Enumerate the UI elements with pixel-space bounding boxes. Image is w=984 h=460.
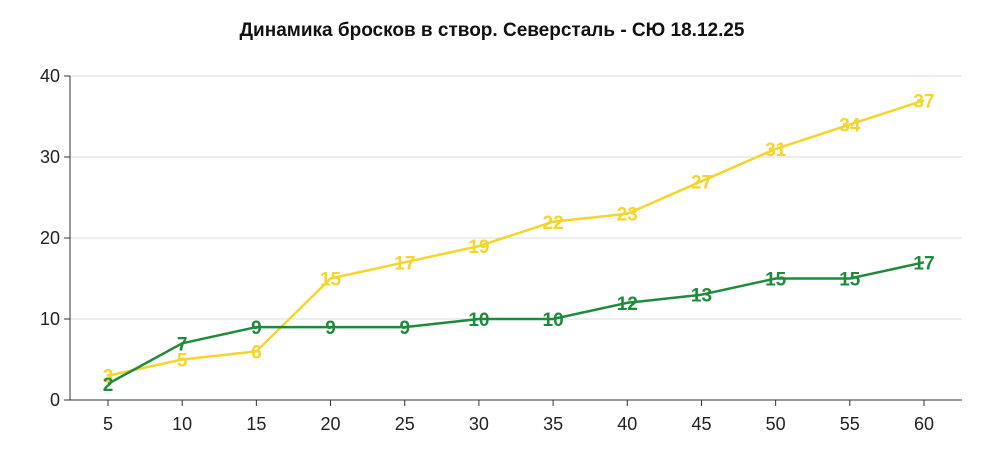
data-label-s1-11: 17 <box>913 253 934 274</box>
data-label-s1-4: 9 <box>399 318 410 339</box>
y-tick-label-4: 40 <box>40 66 60 86</box>
data-label-s1-8: 13 <box>691 286 712 307</box>
data-label-s0-9: 31 <box>765 140 787 161</box>
x-tick-label-2: 15 <box>246 414 266 434</box>
x-tick-label-9: 50 <box>766 414 786 434</box>
x-tick-label-8: 45 <box>691 414 711 434</box>
data-label-s1-5: 10 <box>468 310 489 331</box>
x-tick-label-0: 5 <box>103 414 113 434</box>
data-label-s1-0: 2 <box>103 375 114 396</box>
data-label-s1-1: 7 <box>177 334 188 355</box>
data-label-s0-0: 3 <box>103 367 114 388</box>
x-tick-label-7: 40 <box>617 414 637 434</box>
y-tick-label-3: 30 <box>40 147 60 167</box>
data-label-s1-10: 15 <box>839 270 861 291</box>
x-tick-label-6: 35 <box>543 414 563 434</box>
x-tick-label-3: 20 <box>321 414 341 434</box>
data-label-s0-11: 37 <box>913 91 934 112</box>
data-label-s0-5: 19 <box>468 237 489 258</box>
data-label-s1-6: 10 <box>543 310 564 331</box>
data-label-s0-4: 17 <box>394 253 415 274</box>
series-line-0 <box>107 99 925 377</box>
y-tick-label-0: 0 <box>50 390 60 410</box>
series-line-1 <box>107 261 925 385</box>
data-label-s0-1: 5 <box>177 351 188 372</box>
x-tick-label-11: 60 <box>914 414 934 434</box>
x-tick-label-10: 55 <box>840 414 860 434</box>
y-tick-label-2: 20 <box>40 228 60 248</box>
data-label-s1-3: 9 <box>325 318 336 339</box>
x-tick-label-1: 10 <box>172 414 192 434</box>
data-label-s1-2: 9 <box>251 318 262 339</box>
data-label-s0-2: 6 <box>251 342 262 363</box>
data-label-s0-10: 34 <box>839 116 861 137</box>
data-label-s0-3: 15 <box>320 270 342 291</box>
data-label-s1-9: 15 <box>765 270 787 291</box>
x-tick-label-5: 30 <box>469 414 489 434</box>
data-label-s0-6: 22 <box>543 213 564 234</box>
y-tick-label-1: 10 <box>40 309 60 329</box>
data-label-s1-7: 12 <box>617 294 638 315</box>
x-tick-label-4: 25 <box>395 414 415 434</box>
chart-title: Динамика бросков в створ. Северсталь - С… <box>239 20 745 41</box>
data-label-s0-8: 27 <box>691 172 712 193</box>
data-label-s0-7: 23 <box>617 205 638 226</box>
